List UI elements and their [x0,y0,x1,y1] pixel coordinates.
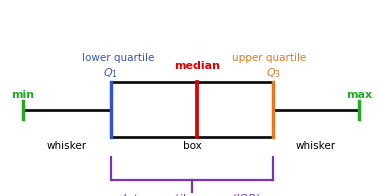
Text: lower quartile: lower quartile [82,53,155,63]
Text: max: max [346,90,372,100]
Text: whisker: whisker [47,141,87,151]
Text: upper quartile: upper quartile [232,53,306,63]
Text: median: median [174,61,220,71]
Text: box: box [183,141,201,151]
Text: min: min [11,90,34,100]
Text: Interquartile range (IQR): Interquartile range (IQR) [123,194,261,196]
Text: whisker: whisker [296,141,336,151]
Text: $Q_1$: $Q_1$ [103,67,118,80]
Text: $Q_3$: $Q_3$ [265,67,281,80]
